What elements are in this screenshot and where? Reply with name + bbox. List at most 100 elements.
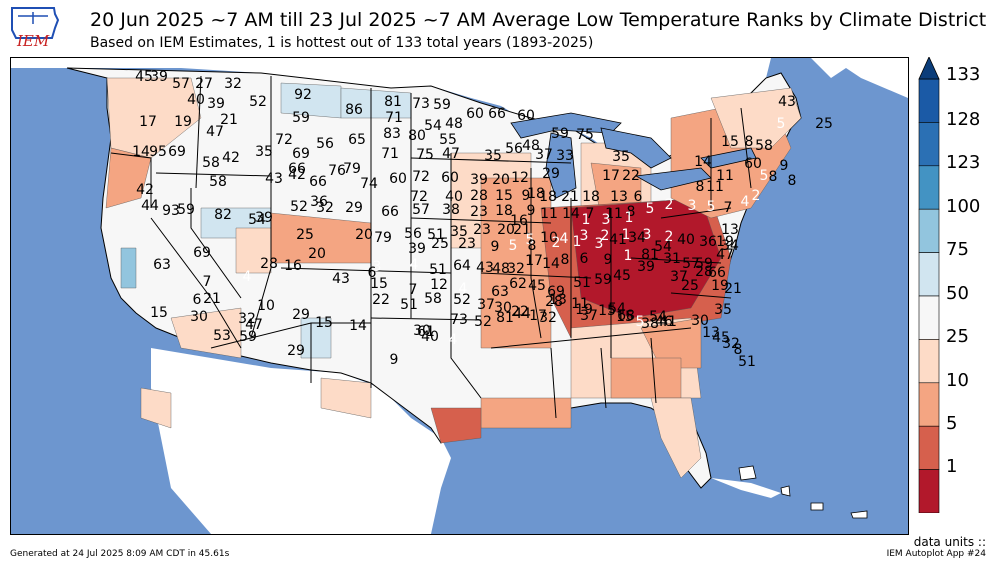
district-rank-label: 18 (495, 203, 513, 219)
district-rank-label: 51 (429, 262, 447, 278)
colorbar-segment (918, 252, 940, 297)
district-rank-label: 2 (665, 197, 674, 213)
district-rank-label: 38 (641, 316, 659, 332)
district-rank-label: 5 (636, 314, 645, 330)
district-rank-label: 9 (780, 158, 789, 174)
district-rank-label: 25 (681, 278, 699, 294)
district-rank-label: 13 (549, 292, 567, 308)
district-rank-label: 22 (622, 168, 640, 184)
district-rank-label: 13 (610, 189, 628, 205)
district-rank-label: 43 (332, 271, 350, 287)
district-rank-label: 59 (594, 272, 612, 288)
district-rank-label: 3 (373, 259, 382, 275)
district-rank-label: 51 (400, 297, 418, 313)
colorbar-tick-label: 50 (946, 283, 969, 304)
generated-timestamp: Generated at 24 Jul 2025 8:09 AM CDT in … (10, 549, 230, 559)
district-rank-label: 40 (677, 232, 695, 248)
district-rank-label: 52 (249, 94, 267, 110)
district-rank-label: 1 (573, 234, 582, 250)
district-rank-label: 4 (410, 257, 419, 273)
district-rank-label: 30 (494, 300, 512, 316)
district-rank-label: 20 (497, 222, 515, 238)
district-rank-label: 19 (575, 302, 593, 318)
district-rank-label: 23 (458, 236, 476, 252)
district-rank-label: 8 (528, 238, 537, 254)
district-rank-label: 47 (206, 124, 224, 140)
district-rank-label: 35 (450, 224, 468, 240)
district-rank-label: 92 (294, 87, 312, 103)
district-rank-label: 14 (542, 256, 560, 272)
district-rank-label: 11 (706, 179, 724, 195)
district-rank-label: 18 (527, 186, 545, 202)
district-rank-label: 14 (694, 154, 712, 170)
colorbar-segment (918, 208, 940, 253)
district-rank-label: 64 (453, 258, 471, 274)
district-rank-label: 82 (214, 207, 232, 223)
district-rank-label: 72 (275, 132, 293, 148)
district-rank-label: 66 (381, 204, 399, 220)
district-rank-label: 6 (580, 251, 589, 267)
district-rank-label: 56 (316, 136, 334, 152)
district-rank-label: 21 (220, 112, 238, 128)
district-rank-label: 37 (477, 297, 495, 313)
district-rank-label: 73 (412, 96, 430, 112)
district-rank-label: 51 (738, 354, 756, 370)
district-rank-label: 48 (522, 138, 540, 154)
colorbar-tick-label: 128 (946, 109, 981, 130)
district-rank-label: 32 (722, 336, 740, 352)
district-rank-label: 54 (649, 309, 667, 325)
district-rank-label: 47 (716, 247, 734, 263)
colorbar-tick-label: 100 (946, 196, 981, 217)
district-rank-label: 18 (539, 189, 557, 205)
district-rank-label: 29 (345, 200, 363, 216)
district-rank-label: 2 (552, 235, 561, 251)
district-rank-label: 8 (745, 134, 754, 150)
district-rank-label: 39 (207, 96, 225, 112)
district-rank-label: 44 (513, 306, 531, 322)
district-rank-label: 5 (646, 201, 655, 217)
district-rank-label: 25 (431, 236, 449, 252)
colorbar-segment (918, 78, 940, 123)
district-rank-label: 12 (430, 277, 448, 293)
district-rank-label: 7 (409, 282, 418, 298)
colorbar (918, 57, 940, 513)
district-rank-label: 16 (510, 213, 528, 229)
district-rank-label: 40 (445, 189, 463, 205)
district-rank-label: 30 (190, 309, 208, 325)
district-rank-label: 75 (416, 147, 434, 163)
district-rank-label: 60 (441, 170, 459, 186)
district-rank-label: 71 (385, 110, 403, 126)
district-rank-label: 69 (193, 245, 211, 261)
district-rank-label: 14 (349, 318, 367, 334)
district-rank-label: 4 (560, 231, 569, 247)
district-rank-label: 52 (290, 199, 308, 215)
district-rank-label: 15 (616, 309, 634, 325)
district-rank-label: 76 (328, 163, 346, 179)
rank-fills (105, 77, 802, 479)
district-rank-label: 6 (193, 292, 202, 308)
district-rank-label: 51 (573, 275, 591, 291)
logo-text: IEM (16, 32, 50, 48)
colorbar-tick-label: 75 (946, 239, 969, 260)
district-rank-label: 53 (213, 328, 231, 344)
iem-logo: IEM (11, 7, 60, 48)
district-rank-label: 39 (470, 172, 488, 188)
district-rank-label: 20 (308, 246, 326, 262)
district-rank-label: 2 (601, 228, 610, 244)
district-rank-label: 81 (496, 310, 514, 326)
colorbar-tick-label: 123 (946, 152, 981, 173)
chart-subtitle: Based on IEM Estimates, 1 is hottest out… (90, 35, 594, 51)
district-rank-label: 5 (526, 232, 535, 248)
district-rank-label: 39 (150, 69, 168, 85)
district-rank-label: 75 (576, 127, 594, 143)
district-rank-label: 9 (527, 203, 536, 219)
district-rank-label: 45 (528, 278, 546, 294)
district-rank-label: 9 (522, 188, 531, 204)
district-rank-label: 86 (345, 102, 363, 118)
district-rank-label: 18 (582, 189, 600, 205)
colorbar-tick-label: 1 (946, 456, 958, 477)
district-rank-label: 23 (473, 222, 491, 238)
district-rank-label: 47 (245, 317, 263, 333)
district-rank-label: 58 (202, 155, 220, 171)
